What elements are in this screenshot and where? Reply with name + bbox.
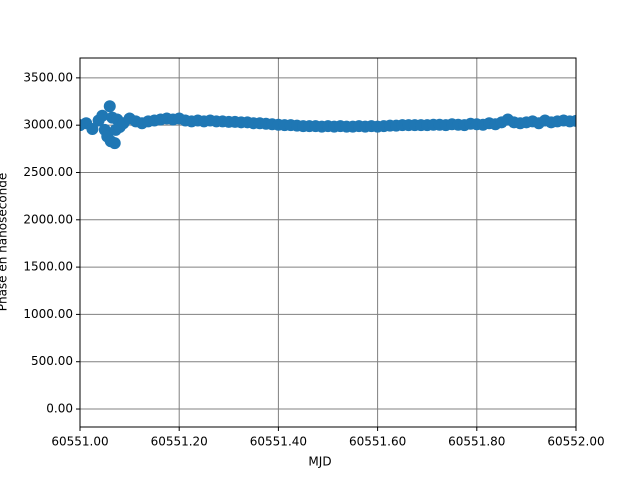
y-tick-label: 500.00 <box>31 354 73 368</box>
x-tick-label: 60552.00 <box>547 435 604 449</box>
point <box>86 122 99 135</box>
x-tick-label: 60551.60 <box>349 435 406 449</box>
y-tick-label: 2500.00 <box>23 165 73 179</box>
y-tick-label: 1000.00 <box>23 307 73 321</box>
point <box>96 109 109 122</box>
x-tick-label: 60551.80 <box>448 435 505 449</box>
points <box>80 100 576 150</box>
axes-frame <box>79 57 577 428</box>
y-tick-label: 2000.00 <box>23 212 73 226</box>
y-tick-label: 3000.00 <box>23 118 73 132</box>
x-tick-label: 60551.20 <box>151 435 208 449</box>
point <box>570 114 576 127</box>
grid <box>79 58 577 427</box>
y-tick-label: 0.00 <box>46 402 73 416</box>
x-tick-label: 60551.00 <box>51 435 108 449</box>
point <box>108 137 121 150</box>
x-axis-label: MJD <box>308 455 331 469</box>
point <box>103 100 116 113</box>
x-tick-label: 60551.40 <box>250 435 307 449</box>
y-tick-label: 1500.00 <box>23 260 73 274</box>
y-axis-label: Phase en nanoseconde <box>0 173 10 312</box>
y-tick-label: 3500.00 <box>23 70 73 84</box>
